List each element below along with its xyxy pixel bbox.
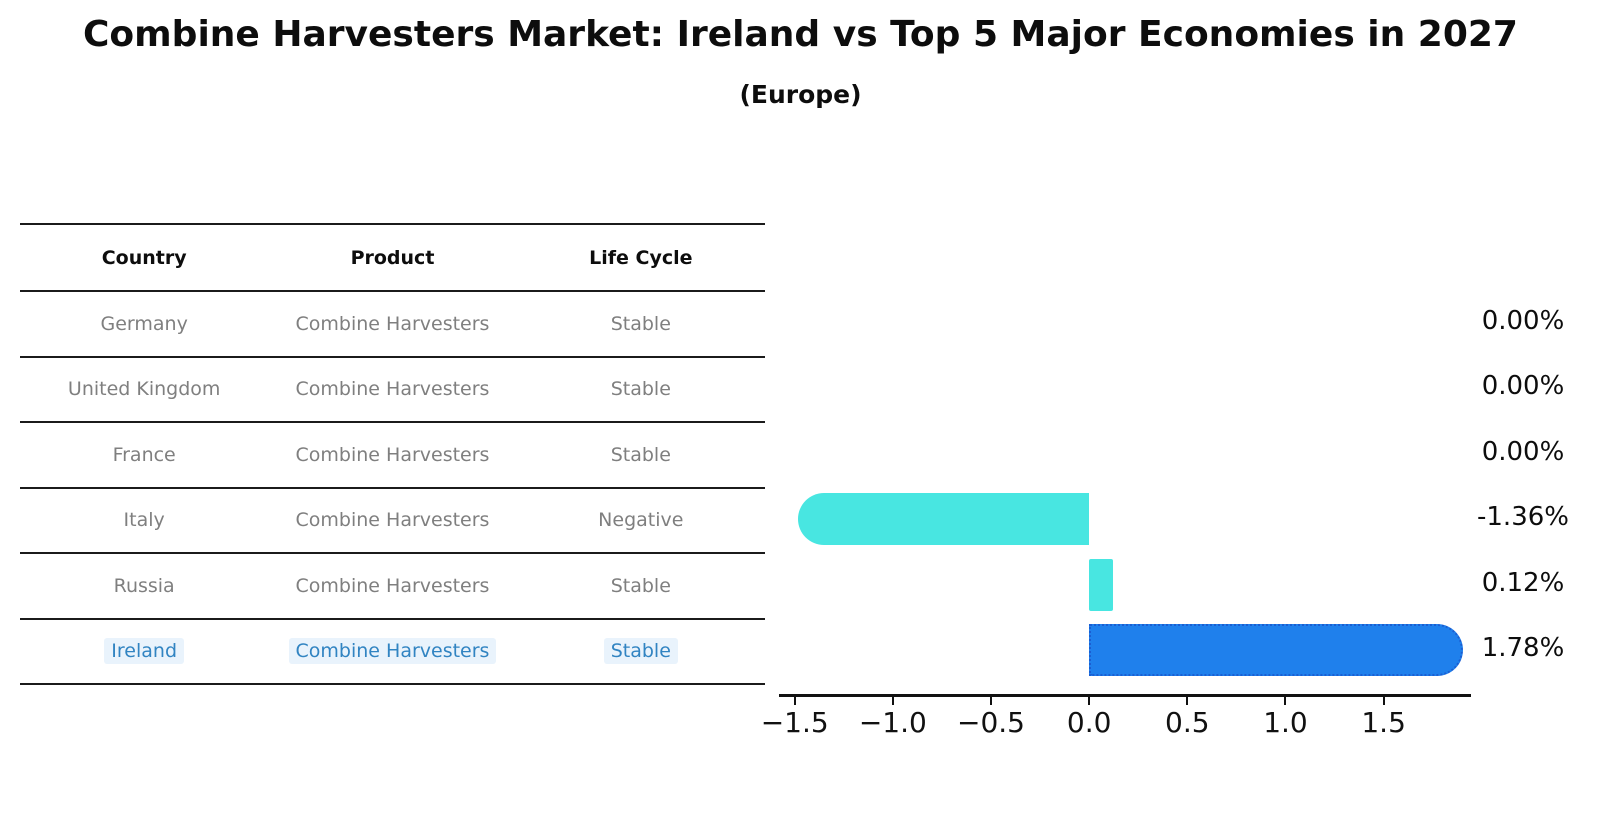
table-cell-product: Combine Harvesters: [268, 507, 516, 533]
x-axis-line: [779, 694, 1471, 697]
column-header-product: Product: [350, 246, 435, 269]
value-label-ireland: 1.78%: [1481, 633, 1565, 664]
cell-text: Combine Harvesters: [295, 443, 490, 466]
cell-text: Russia: [113, 574, 175, 597]
table-cell-life-cycle: Stable: [517, 638, 765, 665]
table-cell-country: Ireland: [20, 638, 268, 665]
cell-text: Stable: [610, 312, 671, 335]
table-body: Germany Combine Harvesters Stable United Ki…: [20, 292, 765, 685]
table-row: France Combine Harvesters Stable: [20, 423, 765, 489]
column-header-lifecycle: Life Cycle: [589, 246, 693, 269]
cell-text: United Kingdom: [67, 378, 221, 401]
x-axis-tick: [891, 696, 894, 705]
x-axis-tick-label: 0.0: [1066, 706, 1112, 739]
table-row: Germany Combine Harvesters Stable: [20, 292, 765, 358]
cell-text: Stable: [603, 638, 678, 665]
x-axis-tick-label: −1.5: [760, 706, 829, 739]
table-cell-country: Italy: [20, 507, 268, 533]
table-cell-country: United Kingdom: [20, 376, 268, 402]
value-label-russia: 0.12%: [1481, 567, 1565, 598]
chart-title: Combine Harvesters Market: Ireland vs To…: [83, 14, 1518, 55]
table-row: Russia Combine Harvesters Stable: [20, 554, 765, 620]
chart-subtitle: (Europe): [739, 80, 862, 109]
bar-russia: [1089, 558, 1113, 611]
x-axis-tick-label: −0.5: [957, 706, 1025, 739]
cell-text: Combine Harvesters: [295, 378, 490, 401]
table-row: United Kingdom Combine Harvesters Stable: [20, 358, 765, 423]
cell-text: France: [112, 443, 176, 466]
x-axis-tick-label: −1.0: [858, 706, 927, 739]
table-row: Italy Combine Harvesters Negative: [20, 489, 765, 554]
cell-text: Combine Harvesters: [295, 509, 490, 532]
bar-ireland: [1089, 624, 1463, 677]
x-axis-tick-label: 0.5: [1165, 706, 1210, 739]
table-cell-product: Combine Harvesters: [268, 311, 516, 337]
cell-text: Combine Harvesters: [295, 574, 490, 597]
table-row: Ireland Combine Harvesters Stable: [20, 620, 765, 685]
x-axis-tick: [793, 696, 796, 705]
table-cell-country: Germany: [20, 311, 268, 337]
table-cell-product: Combine Harvesters: [268, 376, 516, 402]
cell-text: Stable: [610, 378, 671, 401]
x-axis-tick-label: 1.0: [1263, 706, 1308, 739]
table-header-row: Country Product Life Cycle: [20, 223, 765, 292]
table-cell-country: France: [20, 442, 268, 468]
table-cell-product: Combine Harvesters: [268, 638, 516, 665]
x-axis-tick: [1186, 696, 1189, 705]
cell-text: Stable: [610, 574, 671, 597]
table-cell-life-cycle: Negative: [517, 507, 765, 533]
table-cell-life-cycle: Stable: [517, 573, 765, 599]
table-cell-life-cycle: Stable: [517, 442, 765, 468]
table-cell-country: Russia: [20, 573, 268, 599]
cell-text: Ireland: [104, 638, 185, 665]
table-cell-life-cycle: Stable: [517, 311, 765, 337]
value-label-france: 0.00%: [1481, 436, 1565, 467]
bar-italy: [798, 493, 1090, 546]
table-cell-product: Combine Harvesters: [268, 573, 516, 599]
x-axis-tick-label: 1.5: [1361, 706, 1406, 739]
table-cell-life-cycle: Stable: [517, 376, 765, 402]
table-cell-product: Combine Harvesters: [268, 442, 516, 468]
value-label-united-kingdom: 0.00%: [1481, 371, 1565, 402]
x-axis-tick: [1088, 696, 1091, 705]
cell-text: Negative: [598, 509, 684, 532]
cell-text: Germany: [100, 312, 188, 335]
summary-table: Country Product Life Cycle Germany Combin…: [20, 223, 765, 685]
column-header-country: Country: [101, 246, 187, 269]
x-axis-tick: [990, 696, 992, 705]
x-axis-tick: [1382, 696, 1385, 705]
value-label-italy: -1.36%: [1477, 502, 1569, 533]
x-axis-tick: [1284, 696, 1287, 705]
cell-text: Italy: [123, 509, 165, 532]
cell-text: Stable: [610, 443, 671, 466]
cell-text: Combine Harvesters: [295, 312, 490, 335]
cell-text: Combine Harvesters: [288, 638, 497, 665]
value-label-germany: 0.00%: [1481, 305, 1565, 336]
